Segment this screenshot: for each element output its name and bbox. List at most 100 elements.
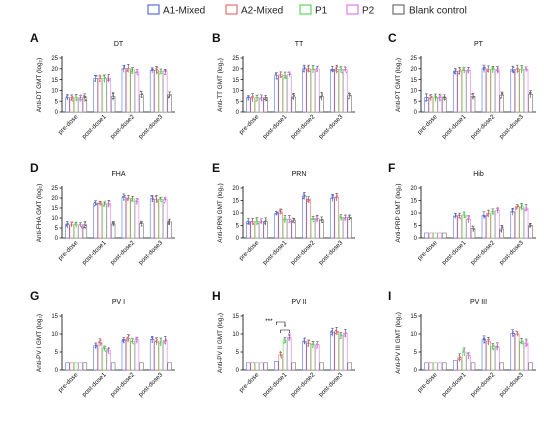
- data-point: [289, 337, 291, 340]
- data-point: [256, 99, 259, 101]
- data-point: [471, 93, 473, 95]
- data-point: [491, 212, 494, 215]
- data-point: [167, 220, 170, 223]
- data-point: [124, 194, 126, 197]
- bar: [121, 340, 127, 371]
- legend-swatch: [346, 4, 359, 15]
- data-point: [102, 204, 105, 207]
- legend-item: A2-Mixed: [225, 4, 283, 17]
- data-point: [131, 337, 133, 339]
- legend-swatch: [225, 4, 238, 15]
- y-tick-label: 10: [51, 216, 58, 222]
- data-point: [150, 195, 152, 197]
- data-point: [459, 70, 461, 73]
- data-point: [126, 337, 129, 339]
- bar: [134, 201, 140, 239]
- data-point: [279, 212, 281, 214]
- panel-letter: I: [388, 289, 391, 303]
- y-tick-label: 5: [414, 350, 418, 356]
- data-point: [107, 351, 109, 353]
- data-point: [496, 342, 499, 345]
- data-point: [291, 221, 294, 223]
- data-point: [84, 226, 87, 229]
- bar: [452, 71, 458, 113]
- data-point: [499, 97, 502, 99]
- data-point: [83, 95, 85, 97]
- data-point: [344, 335, 347, 338]
- data-point: [108, 346, 110, 349]
- data-point: [293, 221, 295, 224]
- bar: [282, 340, 288, 371]
- data-point: [264, 221, 266, 223]
- data-point: [467, 70, 469, 72]
- bar: [106, 203, 111, 239]
- data-point: [70, 221, 73, 224]
- bar: [315, 344, 320, 371]
- data-point: [132, 338, 134, 340]
- x-tick-label: post-dose1: [81, 371, 108, 398]
- data-point: [308, 339, 311, 342]
- data-point: [519, 342, 522, 344]
- data-point: [163, 201, 166, 204]
- data-point: [141, 96, 143, 98]
- data-point: [251, 98, 254, 100]
- data-point: [517, 204, 519, 207]
- data-point: [521, 208, 524, 210]
- data-point: [130, 70, 133, 73]
- data-point: [163, 69, 166, 72]
- data-point: [151, 336, 154, 339]
- data-point: [529, 225, 532, 228]
- data-point: [316, 70, 318, 73]
- data-point: [487, 68, 489, 70]
- bar: [306, 343, 311, 371]
- data-point: [107, 205, 110, 208]
- data-point: [93, 201, 96, 204]
- data-point: [264, 98, 267, 100]
- data-point: [525, 345, 527, 347]
- bar: [78, 362, 83, 371]
- data-point: [482, 68, 485, 71]
- y-tick-label: 20: [410, 186, 417, 192]
- data-point: [315, 215, 318, 217]
- y-tick-label: 25: [410, 56, 417, 62]
- data-point: [332, 70, 334, 72]
- y-tick-label: 15: [410, 314, 417, 320]
- bar: [278, 211, 283, 239]
- data-point: [444, 98, 446, 101]
- data-point: [156, 71, 159, 74]
- data-point: [165, 338, 167, 340]
- x-tick-label: post-dose2: [469, 113, 496, 140]
- data-point: [65, 223, 68, 226]
- x-tick-label: pre-dose: [57, 113, 80, 136]
- data-point: [94, 74, 96, 77]
- y-axis-label: Anti-PV III GMT (log₂): [395, 312, 402, 374]
- bar: [126, 197, 131, 239]
- data-point: [311, 66, 314, 68]
- bar: [486, 340, 491, 371]
- x-tick-label: post-dose3: [498, 113, 525, 140]
- data-point: [265, 99, 268, 101]
- panel-d: D FHA Anti-FHA GMT (log₂) 0 5 10 15 20 25 pre-dos…: [30, 161, 175, 266]
- data-point: [312, 342, 315, 344]
- bar: [452, 360, 458, 371]
- data-point: [159, 197, 161, 199]
- data-point: [132, 200, 134, 202]
- data-point: [163, 198, 166, 200]
- data-point: [341, 71, 343, 74]
- panel-i: I PV III Anti-PV III GMT (log₂) 0 5 10 15 pre-d…: [388, 289, 536, 398]
- data-point: [339, 333, 341, 335]
- data-point: [131, 340, 133, 343]
- bar: [306, 68, 311, 113]
- x-tick-label: post-dose1: [441, 239, 468, 266]
- data-point: [315, 218, 318, 221]
- data-point: [487, 338, 489, 341]
- data-point: [127, 198, 129, 201]
- data-point: [257, 94, 259, 96]
- data-point: [521, 69, 523, 72]
- data-point: [472, 230, 475, 232]
- data-point: [168, 221, 170, 224]
- bar: [163, 199, 168, 239]
- data-point: [491, 67, 493, 70]
- bar: [93, 78, 98, 113]
